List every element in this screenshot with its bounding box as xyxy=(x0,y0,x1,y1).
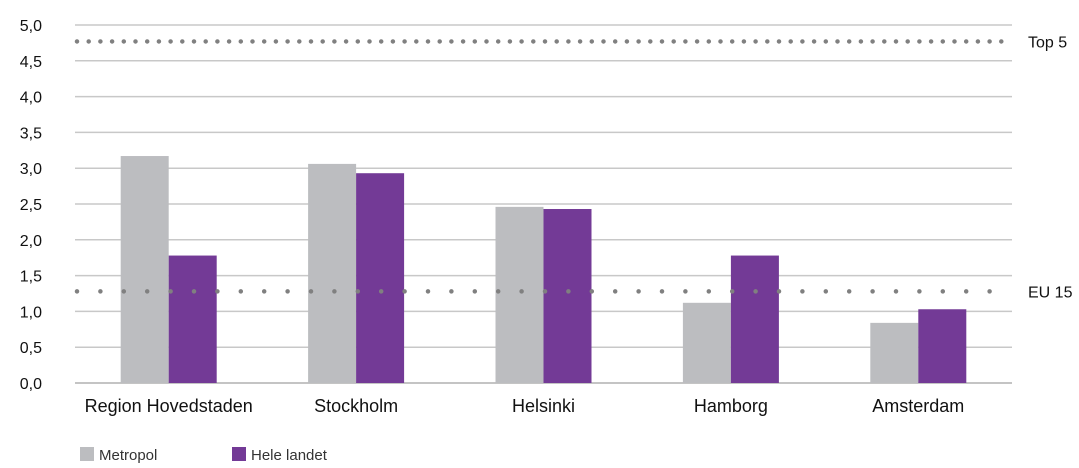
legend: Metropol Hele landet xyxy=(80,447,328,464)
bar-metropol xyxy=(682,302,731,383)
y-axis-ticks: 0,0 0,5 1,0 1,5 2,0 2,5 3,0 3,5 4,0 4,5 5,0 xyxy=(20,18,42,393)
x-category-label: Hamborg xyxy=(694,396,768,416)
bar-metropol xyxy=(495,206,544,383)
bar-hele-landet xyxy=(356,173,405,383)
bar-metropol xyxy=(308,163,357,383)
x-category-label: Region Hovedstaden xyxy=(85,396,253,416)
reference-line-label: Top 5 xyxy=(1028,34,1067,51)
y-tick-label: 3,0 xyxy=(20,161,42,178)
x-axis-categories: Region Hovedstaden Stockholm Helsinki Hambo… xyxy=(85,396,965,416)
bar-hele-landet xyxy=(543,209,592,383)
x-category-label: Amsterdam xyxy=(872,396,964,416)
y-tick-label: 4,5 xyxy=(20,54,42,71)
legend-label: Hele landet xyxy=(251,447,328,463)
y-tick-label: 0,0 xyxy=(20,376,42,393)
y-tick-label: 2,5 xyxy=(20,197,42,214)
y-tick-label: 5,0 xyxy=(20,18,42,35)
y-tick-label: 0,5 xyxy=(20,340,42,357)
reference-lines: Top 5 EU 15 xyxy=(74,34,1073,301)
bar-hele-landet xyxy=(730,255,779,383)
y-tick-label: 1,0 xyxy=(20,304,42,321)
bar-hele-landet xyxy=(168,255,217,383)
bar-hele-landet xyxy=(918,309,967,383)
y-tick-label: 4,0 xyxy=(20,90,42,107)
bars xyxy=(120,156,967,383)
legend-swatch xyxy=(80,447,94,461)
bar-metropol xyxy=(870,322,919,383)
y-tick-label: 2,0 xyxy=(20,233,42,250)
y-tick-label: 3,5 xyxy=(20,125,42,142)
x-category-label: Stockholm xyxy=(314,396,398,416)
reference-line-label: EU 15 xyxy=(1028,284,1073,301)
y-tick-label: 1,5 xyxy=(20,269,42,286)
legend-swatch xyxy=(232,447,246,461)
x-category-label: Helsinki xyxy=(512,396,575,416)
bar-metropol xyxy=(120,156,169,383)
legend-label: Metropol xyxy=(99,447,157,463)
